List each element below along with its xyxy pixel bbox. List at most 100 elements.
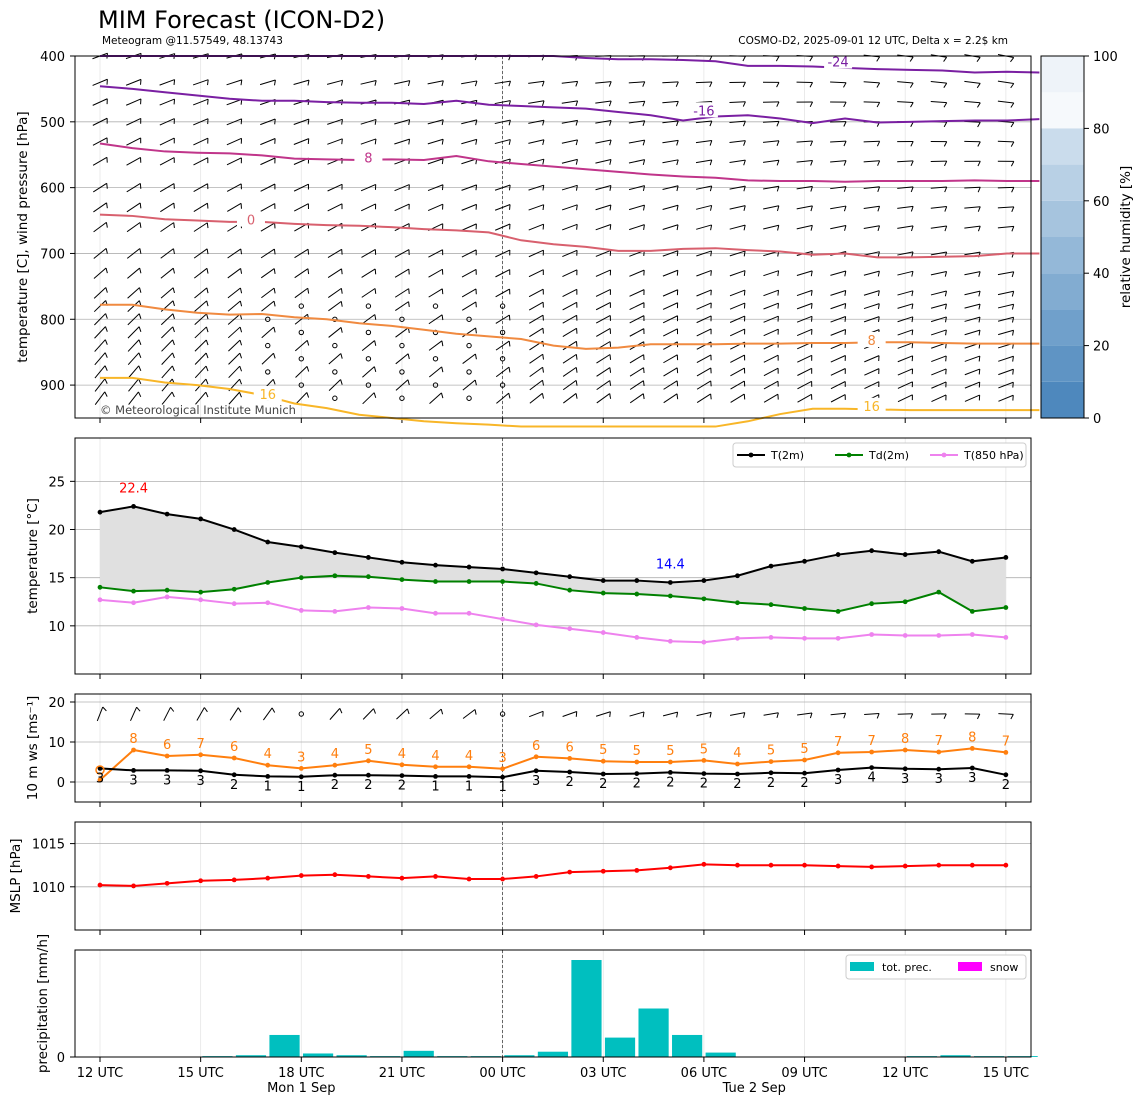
precip-bar — [604, 1037, 636, 1057]
gust-value-label: 5 — [700, 742, 708, 757]
wind-barb — [361, 340, 375, 352]
wind-barb — [575, 139, 579, 146]
wind-barb — [776, 160, 780, 166]
wind-barb — [729, 302, 746, 310]
wind-barb — [104, 339, 108, 345]
wind-barb — [138, 365, 142, 371]
wind-barb — [843, 82, 847, 88]
pressure-panel-frame — [74, 55, 1032, 419]
wind-barb — [642, 159, 646, 165]
wind-barb — [139, 287, 142, 293]
wind-barb — [609, 159, 612, 165]
wind-barb — [441, 366, 444, 373]
wind-barb — [609, 354, 612, 360]
wind-barb — [796, 140, 813, 143]
wind-barb — [295, 366, 308, 378]
wind-barb — [341, 268, 343, 275]
wind-barb — [710, 205, 713, 211]
wind-barb — [930, 100, 947, 104]
wind-barb — [742, 56, 746, 62]
wind-barb — [629, 224, 645, 231]
series-point — [869, 601, 875, 607]
series-point — [802, 558, 807, 564]
wind-barb — [260, 138, 276, 146]
wind-barb — [1011, 226, 1015, 232]
wind-barb — [561, 100, 578, 104]
series-point — [164, 594, 170, 600]
wind-barb — [595, 139, 612, 144]
series-point — [265, 600, 271, 606]
wind-barb — [776, 101, 780, 107]
gust-point — [768, 759, 774, 764]
wind-speed-point — [600, 771, 606, 777]
wind-barb — [997, 206, 1014, 209]
gust-value-label: 6 — [163, 738, 171, 753]
series-point — [567, 587, 573, 593]
series-point — [433, 610, 438, 616]
wind-barb — [206, 313, 209, 320]
wind-barb — [542, 139, 545, 146]
wind-barb — [729, 250, 746, 257]
series-point — [936, 589, 942, 595]
wind-barb — [173, 203, 175, 209]
colorbar-band — [1041, 345, 1084, 382]
wind-speed-value-label: 2 — [230, 778, 238, 793]
wind-barb — [729, 101, 746, 103]
wind-barb — [105, 222, 108, 228]
wind-speed-value-label: 4 — [868, 771, 876, 786]
wind-barb — [730, 367, 745, 377]
wind-speed-line — [99, 766, 1007, 779]
wind-barb — [474, 709, 477, 715]
gust-point — [969, 746, 975, 751]
contour-label: 8 — [364, 152, 372, 167]
mslp-point — [265, 875, 271, 881]
precip-bar — [638, 1008, 669, 1057]
wind-barb — [810, 290, 813, 296]
series-point — [701, 578, 707, 583]
wind-barb — [273, 248, 276, 255]
wind-barb — [528, 301, 544, 311]
mslp-point — [936, 862, 942, 868]
precip-bar — [235, 1055, 267, 1057]
gust-point — [164, 753, 170, 759]
wind-barb — [228, 365, 241, 379]
series-point — [969, 558, 975, 564]
x-tick-label: 21 UTC — [379, 1066, 425, 1081]
wind-barb — [542, 185, 545, 191]
location-subtitle: Meteogram @11.57549, 48.13743 — [102, 35, 283, 47]
gust-value-label: 5 — [633, 744, 641, 759]
wind-barb — [629, 289, 645, 297]
wind-barb — [930, 80, 947, 84]
wind-barb — [943, 121, 948, 128]
pressure-axis-label: temperature [C], wind pressure [hPa] — [15, 111, 31, 362]
wind-barb — [642, 101, 646, 107]
wind-barb — [910, 102, 914, 108]
wind-barb — [763, 302, 779, 310]
wind-barb — [127, 326, 140, 339]
wind-barb — [663, 341, 678, 350]
wind-barb — [709, 185, 713, 192]
wind-barb — [562, 353, 577, 364]
wind-barb — [260, 118, 276, 126]
wind-barb — [339, 708, 343, 714]
wind-barb — [326, 79, 343, 85]
wind-barb — [730, 354, 745, 363]
wind-barb — [528, 249, 544, 258]
wind-barb — [127, 339, 140, 352]
wind-barb — [428, 314, 443, 325]
wind-barb — [427, 138, 444, 145]
series-point — [500, 566, 505, 572]
wind-barb — [930, 206, 947, 209]
wind-barb — [729, 315, 745, 323]
wind-barb — [609, 204, 612, 211]
wind-barb — [978, 304, 981, 310]
wind-barb — [293, 203, 309, 212]
wind-barb — [997, 290, 1014, 296]
gust-point — [198, 752, 204, 758]
wind-barb — [897, 205, 914, 209]
wind-barb — [205, 391, 209, 398]
wind-barb — [977, 102, 981, 108]
wind-barb — [709, 120, 713, 127]
wind-barb — [205, 378, 209, 385]
wind-barb — [696, 328, 712, 337]
